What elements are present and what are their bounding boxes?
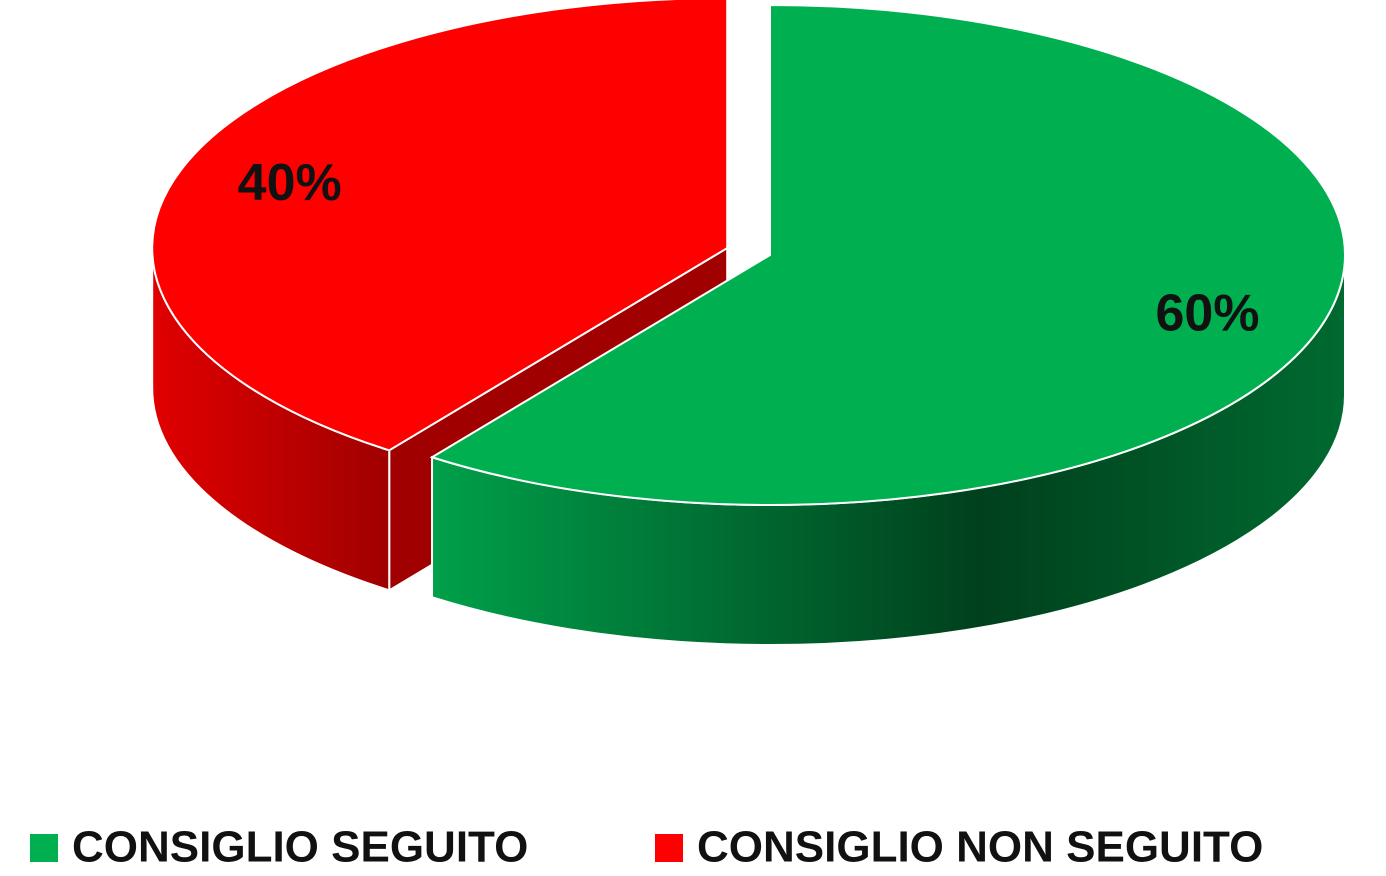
legend-label: CONSIGLIO SEGUITO [72,823,528,872]
data-label: 40% [238,154,342,212]
slice [429,3,1346,506]
legend-swatch [30,834,58,862]
legend-label: CONSIGLIO NON SEGUITO [697,823,1263,872]
slice [151,0,729,452]
data-label: 60% [1155,285,1259,343]
legend-swatch [655,834,683,862]
